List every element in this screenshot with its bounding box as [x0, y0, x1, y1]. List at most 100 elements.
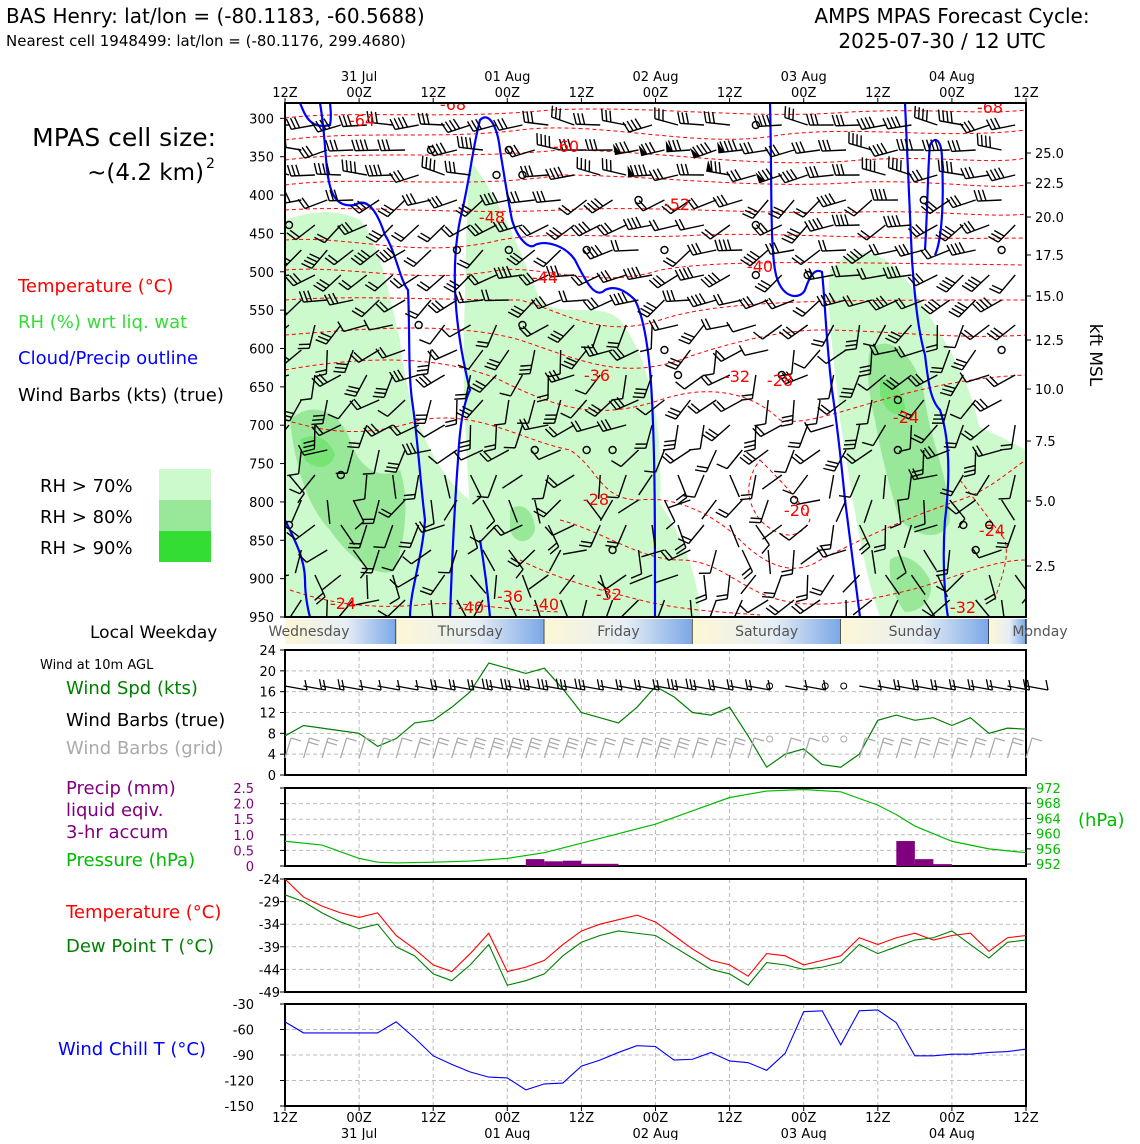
precip-bar — [933, 864, 952, 866]
bottom-tick-label: 00Z — [346, 1111, 372, 1126]
windchill-tick-label: -150 — [224, 1100, 254, 1115]
bottom-tick-label: 12Z — [420, 1111, 446, 1126]
wind-barb-feather — [990, 136, 991, 147]
wind-barb-grid — [841, 736, 847, 742]
wind-barb-grid — [822, 736, 828, 742]
wind-barb-feather — [981, 135, 982, 146]
dewpoint-series-label: Dew Point T (°C) — [66, 936, 214, 957]
temp-tick-label: -49 — [259, 986, 280, 1001]
top-tick-label: 12Z — [272, 86, 298, 101]
legend-rh90-label: RH > 90% — [40, 538, 133, 559]
cell-size-label: MPAS cell size: — [32, 123, 216, 152]
temperature-contour-label: -24 — [979, 521, 1005, 540]
top-tick-label: 12Z — [1013, 86, 1039, 101]
temperature-contour-label: -20 — [784, 501, 810, 520]
wind-barb-grid — [656, 738, 662, 758]
height-tick-label: 2.5 — [1035, 560, 1056, 575]
temperature-contour-label: -36 — [497, 587, 523, 606]
wind-barb-feather — [275, 262, 285, 268]
wind-barb-grid — [507, 738, 513, 758]
wind-barb-feather — [915, 106, 916, 117]
windchill-series-label: Wind Chill T (°C) — [58, 1039, 206, 1060]
top-tick-label: 12Z — [865, 86, 891, 101]
pressure-tick-label: 550 — [249, 304, 274, 319]
precip-bar — [915, 859, 934, 866]
wind-barb-grid — [804, 738, 810, 758]
wind-barb-feather — [278, 160, 279, 171]
wind-barb-feather — [986, 136, 987, 147]
wind-barb — [651, 325, 652, 349]
top-date-label: 02 Aug — [632, 70, 678, 85]
wind-barb-grid — [378, 738, 384, 758]
precip-tick-label: 2.0 — [233, 798, 254, 813]
temperature-contour-label: -28 — [767, 371, 793, 390]
pressure-tick-label: 750 — [249, 458, 274, 473]
wind-barb-feather — [532, 498, 543, 499]
temp-tick-label: -29 — [259, 896, 280, 911]
top-tick-label: 00Z — [791, 86, 817, 101]
pressure-tick-label: 952 — [1036, 858, 1061, 873]
wind-barb-grid — [359, 738, 365, 758]
wind-barb-grid — [563, 738, 569, 758]
height-tick-label: 25.0 — [1035, 147, 1064, 162]
wind-barb-feather — [764, 593, 775, 594]
precip-bar — [600, 864, 619, 866]
temp-series-label: Temperature (°C) — [65, 902, 221, 923]
wind-barb-feather — [373, 547, 384, 548]
temperature-contour-label: -44 — [532, 268, 558, 287]
wind-barb-feather — [266, 436, 276, 440]
bottom-tick-label: 00Z — [495, 1111, 521, 1126]
pressure-tick-label: 972 — [1036, 782, 1061, 797]
bottom-date-label: 03 Aug — [781, 1127, 827, 1140]
wind-barb-grid — [878, 738, 884, 758]
height-tick-label: 22.5 — [1035, 177, 1064, 192]
precip-label: Precip (mm) — [66, 778, 176, 799]
precip-bar — [544, 861, 563, 866]
wind-barb-feather — [313, 415, 324, 416]
wind-barb-grid — [341, 738, 347, 758]
cell-size-exponent: 2 — [206, 156, 215, 172]
legend-temperature: Temperature (°C) — [17, 276, 173, 297]
wind-barb-feather — [932, 368, 943, 369]
wind-tick-label: 8 — [268, 727, 276, 742]
bottom-date-label: 31 Jul — [341, 1127, 377, 1140]
wind-barb-feather — [817, 399, 828, 400]
wind-barb-grid — [859, 738, 865, 758]
temperature-contour-label: -28 — [583, 490, 609, 509]
precip-tick-label: 2.5 — [233, 782, 254, 797]
bottom-date-label: 02 Aug — [632, 1127, 678, 1140]
precip-tick-label: 0.5 — [233, 844, 254, 859]
wind-barb-feather — [602, 109, 603, 120]
temp-tick-label: -39 — [259, 941, 280, 956]
top-date-label: 03 Aug — [781, 70, 827, 85]
precip-tick-label: 1.0 — [233, 829, 254, 844]
wind-barb-feather — [274, 158, 275, 169]
wind-barb-feather — [977, 134, 978, 145]
wind-tick-label: 12 — [259, 707, 276, 722]
wind-barb-feather — [740, 499, 751, 500]
temperature-contour-label: -40 — [747, 257, 773, 276]
wind-barb-feather — [264, 439, 274, 443]
bottom-tick-label: 12Z — [865, 1111, 891, 1126]
wind-barb-grid — [933, 738, 939, 758]
wind-barb-feather — [277, 135, 278, 146]
wind-barb-feather — [520, 365, 531, 366]
wind-barb-feather — [430, 158, 431, 169]
wind-barb-feather — [789, 107, 790, 118]
bottom-date-label: 04 Aug — [929, 1127, 975, 1140]
wind-barb-feather — [261, 334, 270, 340]
top-date-label: 31 Jul — [341, 70, 377, 85]
wind-barb-grid — [711, 738, 717, 758]
wind-barb-feather — [634, 393, 645, 394]
windchill-tick-label: -120 — [224, 1075, 254, 1090]
temperature-contour-label: -32 — [596, 585, 622, 604]
windchill-panel: -30-60-90-120-150 — [224, 998, 1026, 1115]
weekday-name: Friday — [597, 624, 639, 640]
wind-barb-feather — [434, 160, 435, 171]
bottom-tick-label: 00Z — [643, 1111, 669, 1126]
